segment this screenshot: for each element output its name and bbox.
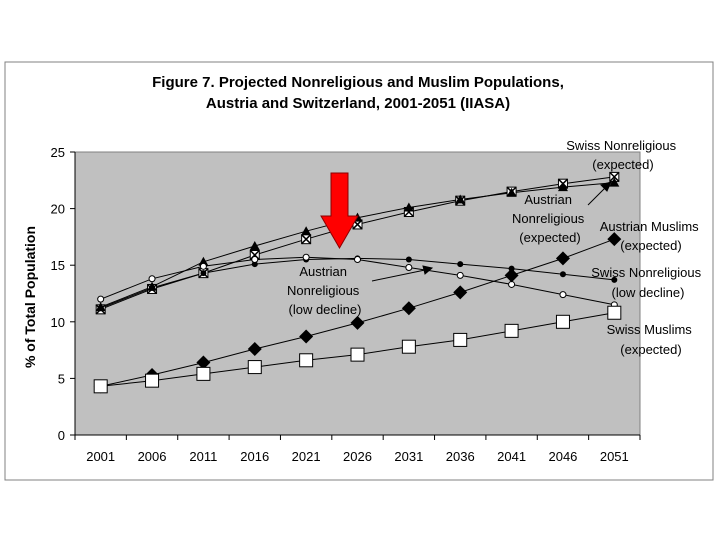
annotation-swiss-nonreligious-low-decline: Swiss Nonreligious (low decline) xyxy=(591,265,704,300)
data-point-series-2 xyxy=(457,261,464,268)
data-point-series-3 xyxy=(302,253,310,261)
data-point-series-2 xyxy=(97,305,104,312)
x-tick-label: 2051 xyxy=(600,449,629,464)
y-axis-label: % of Total Population xyxy=(22,226,38,368)
series-markers xyxy=(93,171,622,394)
data-point-series-5 xyxy=(145,373,160,388)
data-point-series-4 xyxy=(299,329,314,344)
x-tick-label: 2036 xyxy=(446,449,475,464)
data-point-series-2 xyxy=(200,270,207,277)
pointer-austrian-nonrel-exp xyxy=(587,186,607,206)
x-tick-label: 2021 xyxy=(292,449,321,464)
data-point-series-4 xyxy=(196,355,211,370)
data-point-series-1 xyxy=(301,226,312,236)
annotation-pointers xyxy=(371,181,612,282)
y-tick-label: 5 xyxy=(58,371,65,386)
data-point-series-5 xyxy=(504,323,519,338)
highlight-arrow xyxy=(320,172,359,249)
data-point-series-3 xyxy=(405,263,413,271)
x-tick-label: 2031 xyxy=(394,449,423,464)
data-point-series-5 xyxy=(196,366,211,381)
data-point-series-3 xyxy=(251,256,259,264)
data-point-series-3 xyxy=(148,275,156,283)
data-point-series-4 xyxy=(453,285,468,300)
annotation-austrian-muslims-expected: Austrian Muslims (expected) xyxy=(600,219,703,253)
x-tick-label: 2011 xyxy=(189,449,217,464)
axes: 0 5 10 15 20 25 2001 2006 2011 2016 2021 2026 2031 20… xyxy=(51,145,641,464)
data-point-series-2 xyxy=(405,256,412,263)
data-point-series-3 xyxy=(354,256,361,264)
y-tick-label: 25 xyxy=(51,145,65,160)
chart-title-line-1: Figure 7. Projected Nonreligious and Mus… xyxy=(152,74,564,91)
data-point-series-1 xyxy=(198,256,209,266)
x-tick-label: 2001 xyxy=(86,449,115,464)
pointer-swiss-nonrel-low xyxy=(371,269,426,282)
data-point-series-1 xyxy=(455,194,466,204)
data-point-series-5 xyxy=(555,314,570,329)
data-point-series-3 xyxy=(199,262,207,270)
data-point-series-2 xyxy=(611,276,618,283)
data-point-series-5 xyxy=(93,379,108,394)
data-point-series-4 xyxy=(607,232,622,247)
data-point-series-0 xyxy=(301,234,312,245)
data-point-series-5 xyxy=(607,305,622,320)
data-point-series-3 xyxy=(97,295,105,303)
data-point-series-2 xyxy=(559,271,566,278)
data-point-series-1 xyxy=(557,182,568,192)
data-point-series-5 xyxy=(247,360,262,375)
annotations: Swiss Nonreligious (expected) Austrian N… xyxy=(287,138,704,357)
data-point-series-4 xyxy=(504,268,519,283)
y-tick-label: 15 xyxy=(51,258,65,273)
pointer-head-austrian-nonrel-exp xyxy=(600,181,612,192)
data-point-series-4 xyxy=(555,251,570,266)
y-tick-label: 20 xyxy=(51,202,65,217)
data-point-series-5 xyxy=(453,332,468,347)
annotation-austrian-nonreligious-low-decline: Austrian Nonreligious (low decline) xyxy=(287,264,363,317)
plot-area xyxy=(74,151,641,436)
x-tick-label: 2046 xyxy=(548,449,577,464)
data-point-series-2 xyxy=(149,284,156,291)
data-point-series-1 xyxy=(506,187,517,197)
data-point-series-1 xyxy=(609,177,620,187)
data-point-series-4 xyxy=(350,315,365,330)
x-tick-label: 2016 xyxy=(240,449,269,464)
annotation-swiss-muslims-expected: Swiss Muslims (expected) xyxy=(607,322,696,357)
y-tick-label: 0 xyxy=(58,428,65,443)
annotation-austrian-nonreligious-expected: Austrian Nonreligious (expected) xyxy=(512,192,588,245)
chart-title-line-2: Austria and Switzerland, 2001-2051 (IIAS… xyxy=(206,95,510,112)
x-tick-label: 2026 xyxy=(343,449,372,464)
data-point-series-5 xyxy=(401,339,416,354)
annotation-swiss-nonreligious-expected: Swiss Nonreligious (expected) xyxy=(566,138,679,172)
x-tick-label: 2006 xyxy=(138,449,167,464)
pointer-head-swiss-nonrel-low xyxy=(422,265,434,275)
data-point-series-5 xyxy=(350,347,365,362)
x-tick-label: 2041 xyxy=(497,449,526,464)
data-point-series-3 xyxy=(456,271,464,279)
data-point-series-3 xyxy=(559,291,567,299)
data-point-series-1 xyxy=(249,240,260,250)
y-tick-label: 10 xyxy=(51,315,65,330)
data-point-series-1 xyxy=(403,202,414,212)
data-point-series-5 xyxy=(299,353,314,368)
data-point-series-4 xyxy=(401,301,416,316)
data-point-series-4 xyxy=(247,341,262,356)
